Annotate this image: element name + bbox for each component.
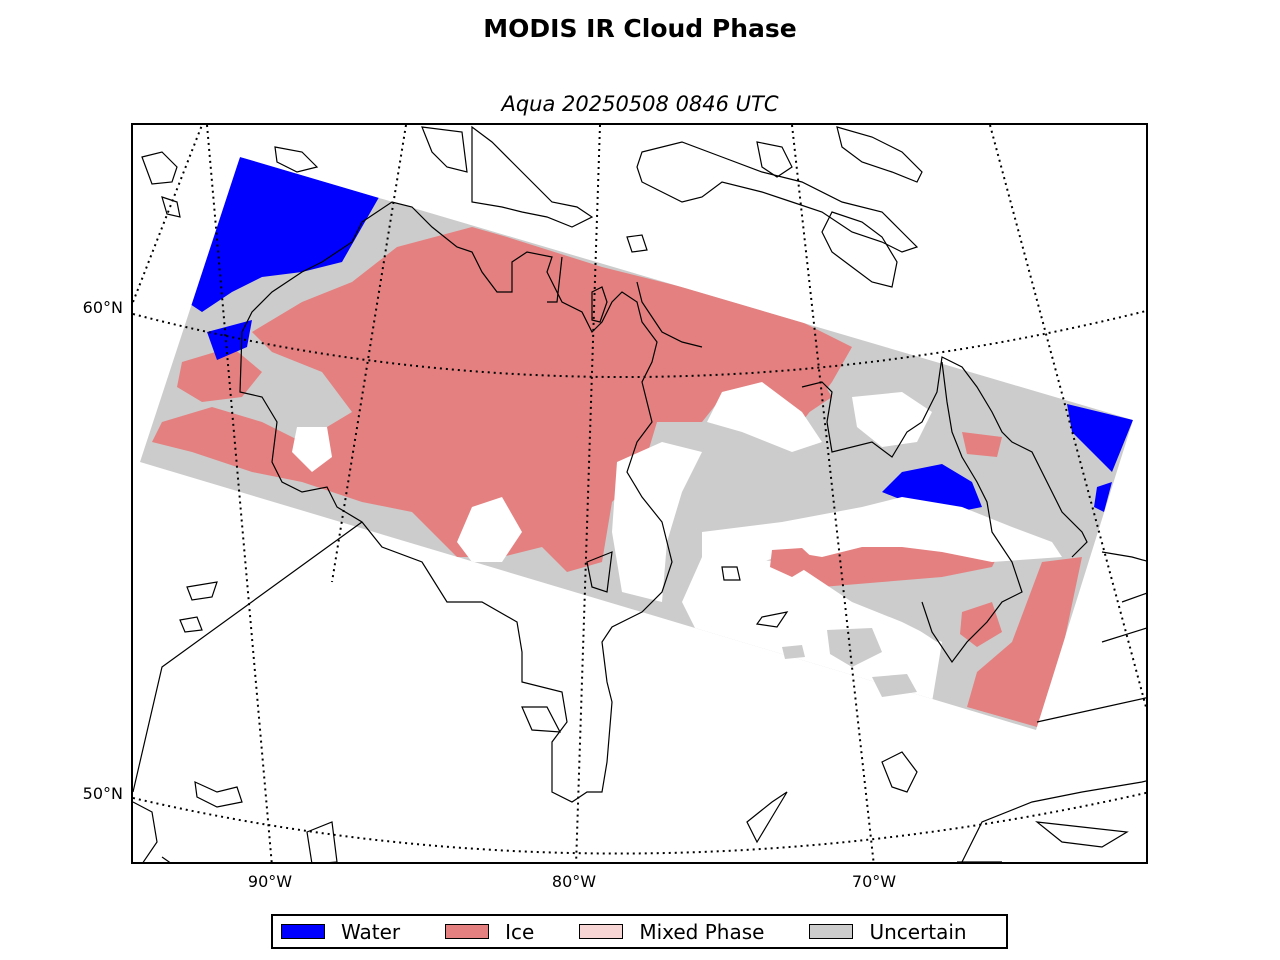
ungava-coast: [801, 356, 1088, 558]
graticule: [133, 125, 1146, 862]
cloud-phase-map: [133, 125, 1146, 862]
meridian-95w: [133, 125, 203, 303]
clear-area-east-middle: [852, 392, 932, 447]
lon-label-90w: 90°W: [247, 872, 293, 891]
meridian-70w: [989, 125, 1146, 711]
legend-swatch-ice: [445, 924, 490, 939]
hudson-bay-coast: [239, 201, 673, 803]
map-title: MODIS IR Cloud Phase: [483, 14, 797, 43]
clear-area-bay: [612, 442, 702, 602]
legend-item-water: Water: [281, 920, 400, 944]
meridian-75w: [791, 125, 875, 862]
lon-label-80w: 80°W: [551, 872, 597, 891]
clear-area-south-west: [457, 497, 522, 562]
legend-swatch-mixed-phase: [579, 924, 624, 939]
legend-label-mixed-phase: Mixed Phase: [639, 919, 765, 944]
lat-label-50n: 50°N: [82, 784, 123, 803]
meridian-85w: [331, 125, 407, 583]
map-subtitle: Aqua 20250508 0846 UTC: [501, 92, 779, 116]
water-patch-west: [207, 320, 252, 360]
clear-area-west: [292, 427, 332, 472]
cloud-patches-southeast: [770, 548, 1002, 697]
clear-area-south-swath: [682, 557, 942, 702]
parallel-50n: [133, 791, 1146, 855]
legend-swatch-water: [281, 924, 325, 939]
legend-item-uncertain: Uncertain: [809, 919, 967, 944]
clear-area-hudson-strait: [707, 382, 822, 452]
legend-label-water: Water: [341, 919, 401, 944]
water-region-east: [1067, 404, 1133, 472]
meridian-90w: [206, 125, 273, 862]
map-frame: [131, 123, 1148, 864]
gaspe-coast: [1036, 697, 1146, 723]
lon-label-70w: 70°W: [851, 872, 897, 891]
coastlines: [133, 125, 1146, 862]
baffin-island-coast: [636, 141, 919, 253]
ice-patch-north-east: [782, 372, 832, 417]
legend-label-ice: Ice: [505, 919, 535, 944]
water-region-northwest: [187, 157, 382, 312]
legend-item-ice: Ice: [445, 920, 534, 944]
lat-label-60n: 60°N: [82, 298, 123, 317]
legend-swatch-uncertain: [809, 924, 854, 939]
clear-area-southeast: [702, 497, 1062, 562]
ice-region-south-strip: [967, 557, 1082, 727]
legend-item-mixed-phase: Mixed Phase: [579, 920, 764, 944]
water-patch-coast: [1094, 482, 1112, 512]
ice-patch-east: [962, 432, 1002, 457]
legend: Water Ice Mixed Phase Uncertain: [271, 914, 1008, 949]
ice-region-main: [152, 227, 852, 572]
legend-label-uncertain: Uncertain: [869, 919, 967, 944]
parallel-60n: [133, 309, 1146, 379]
